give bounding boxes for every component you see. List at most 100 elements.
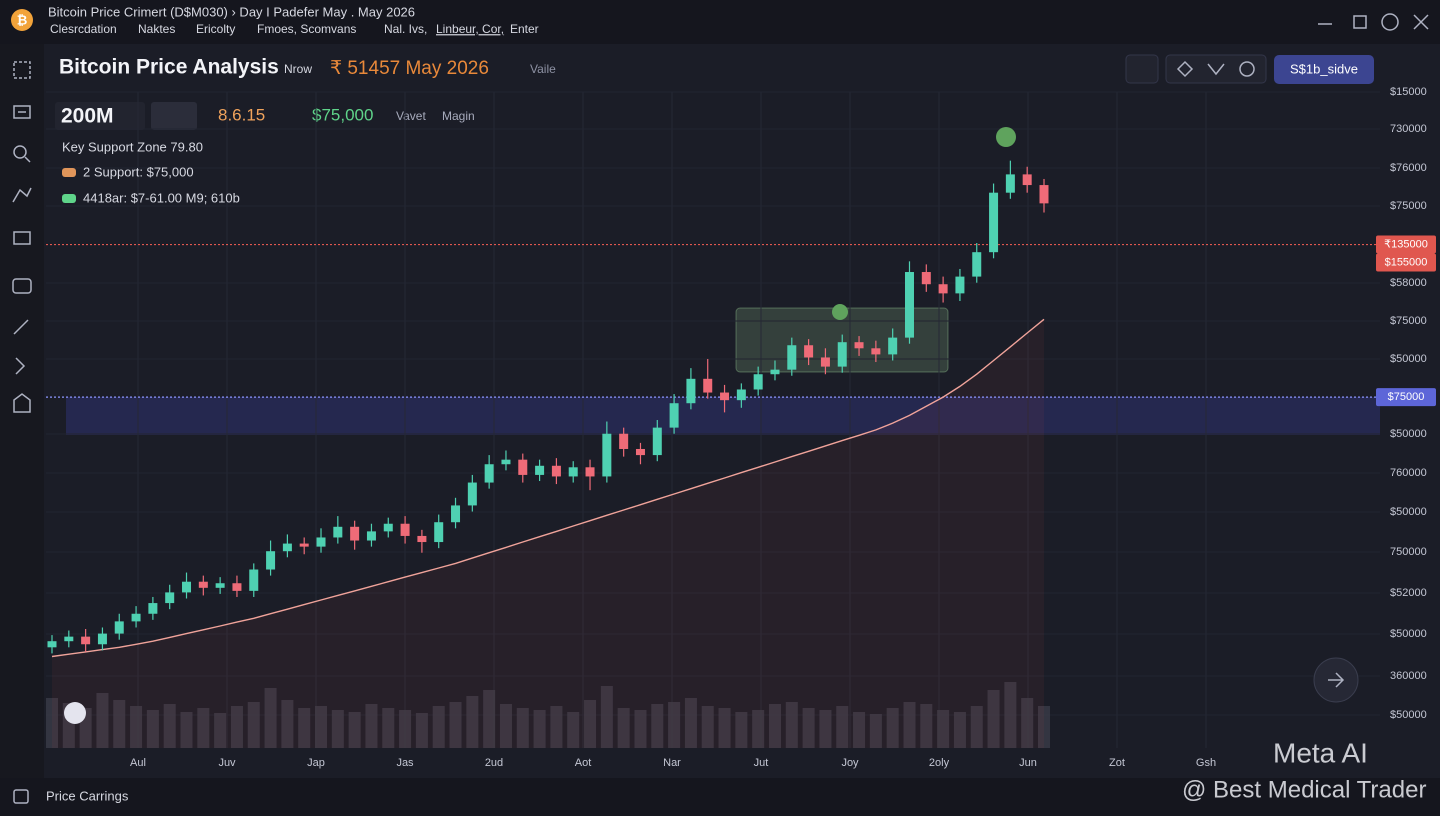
volume-bar	[281, 700, 294, 748]
sidebar	[0, 44, 44, 778]
menu-item[interactable]: Linbeur, Cor,	[436, 22, 504, 36]
candle-body	[518, 459, 528, 475]
candle-body	[669, 403, 679, 428]
interval[interactable]: 200M	[61, 105, 114, 128]
price-badge	[1376, 235, 1436, 254]
candle-body	[249, 569, 259, 591]
menu-item[interactable]: Fmoes, Scomvans	[257, 22, 356, 36]
primary-button[interactable]	[1274, 55, 1374, 84]
candle-body	[1022, 174, 1032, 186]
volume-bar	[230, 706, 243, 748]
candle-body	[888, 337, 898, 355]
x-tick-label: Aot	[575, 757, 592, 769]
y-axis-label: $75000	[1390, 315, 1427, 327]
search-tool[interactable]	[13, 145, 27, 159]
signal-marker[interactable]	[832, 304, 848, 320]
candle-body	[686, 378, 696, 404]
volume-bar	[869, 714, 882, 748]
candle-body	[64, 636, 74, 642]
price-badge-label: $155000	[1385, 256, 1428, 268]
volume-bar	[382, 708, 395, 748]
volume-bar	[768, 704, 781, 748]
volume-bar	[214, 713, 227, 748]
volume-bar	[903, 702, 916, 748]
status-text: Price Carrings	[46, 788, 129, 803]
candle-body	[635, 448, 645, 456]
candle-body	[97, 633, 107, 645]
volume-bar	[113, 700, 126, 748]
volume-bar	[449, 702, 462, 748]
note-tool[interactable]	[12, 278, 32, 294]
volume-bar	[853, 712, 866, 748]
candle-body	[955, 276, 965, 294]
volume-bar	[315, 706, 328, 748]
close-button[interactable]	[1413, 14, 1429, 30]
export-tool[interactable]	[13, 393, 31, 413]
menu-item[interactable]: Enter	[510, 22, 539, 36]
y-axis-label: $52000	[1390, 587, 1427, 599]
signal-marker[interactable]	[996, 127, 1016, 147]
volume-bar	[701, 706, 714, 748]
menu-item[interactable]: Ericolty	[196, 22, 235, 36]
candle-body	[585, 467, 595, 477]
maximize-button[interactable]	[1353, 15, 1367, 29]
candle-body	[467, 482, 477, 506]
x-tick-label: Zot	[1109, 757, 1125, 769]
tool-button[interactable]	[1125, 54, 1159, 84]
chart-type-button[interactable]	[151, 102, 197, 130]
toolbar-price: $75,000	[312, 105, 373, 124]
trend-tool[interactable]	[12, 187, 32, 203]
brush-tool[interactable]	[13, 319, 29, 335]
menu-item[interactable]: Naktes	[138, 22, 175, 36]
candle-body	[989, 192, 999, 253]
candle-body	[47, 641, 57, 648]
volume-bar	[987, 690, 1000, 748]
toolbar-item[interactable]: Magin	[442, 109, 475, 123]
log-button[interactable]	[64, 702, 86, 724]
candle-body	[333, 526, 343, 538]
volume-bar	[348, 712, 361, 748]
volume-bar	[499, 704, 512, 748]
window-title: Bitcoin Price Crimert (D$M030) › Day I P…	[48, 4, 415, 19]
volume-bar	[533, 710, 546, 748]
candle-body	[165, 592, 175, 604]
toolbar-item[interactable]: Vavet	[396, 109, 426, 123]
sidebar-icons	[12, 61, 32, 413]
candle-body	[350, 526, 360, 541]
volume-bar	[550, 706, 563, 748]
volume-bar	[432, 706, 445, 748]
select-tool[interactable]	[13, 61, 31, 79]
tool-group[interactable]	[1165, 54, 1267, 84]
volume-bar	[298, 708, 311, 748]
y-axis-label: $50000	[1390, 353, 1427, 365]
search-handle	[24, 156, 31, 163]
watermark: @ Best Medical Trader	[1182, 776, 1426, 803]
info-button[interactable]	[1381, 13, 1399, 31]
interval-box[interactable]	[55, 102, 145, 130]
menu-item[interactable]: Nal. Ivs,	[384, 22, 427, 36]
ma-band	[52, 319, 1044, 748]
candle-body	[451, 505, 461, 523]
volume-bar	[264, 688, 277, 748]
volume-bar	[953, 712, 966, 748]
layout-tool[interactable]	[13, 105, 31, 119]
shape-tool[interactable]	[13, 231, 31, 245]
candle-body	[266, 551, 276, 570]
price-badge	[1376, 388, 1436, 407]
candle-body	[535, 465, 545, 475]
volume-bar	[970, 706, 983, 748]
candle-body	[114, 621, 124, 634]
candle-body	[131, 613, 141, 622]
menu-item[interactable]: Clesrcdation	[50, 22, 117, 36]
y-axis-label: $50000	[1390, 428, 1427, 440]
x-tick-label: 2ud	[485, 757, 503, 769]
candle-body	[282, 543, 292, 552]
candle-body	[602, 433, 612, 477]
y-axis-label: $58000	[1390, 277, 1427, 289]
measure-tool[interactable]	[15, 357, 26, 375]
candle-body	[568, 467, 578, 477]
candle-body	[770, 369, 780, 375]
candle-body	[434, 522, 444, 543]
